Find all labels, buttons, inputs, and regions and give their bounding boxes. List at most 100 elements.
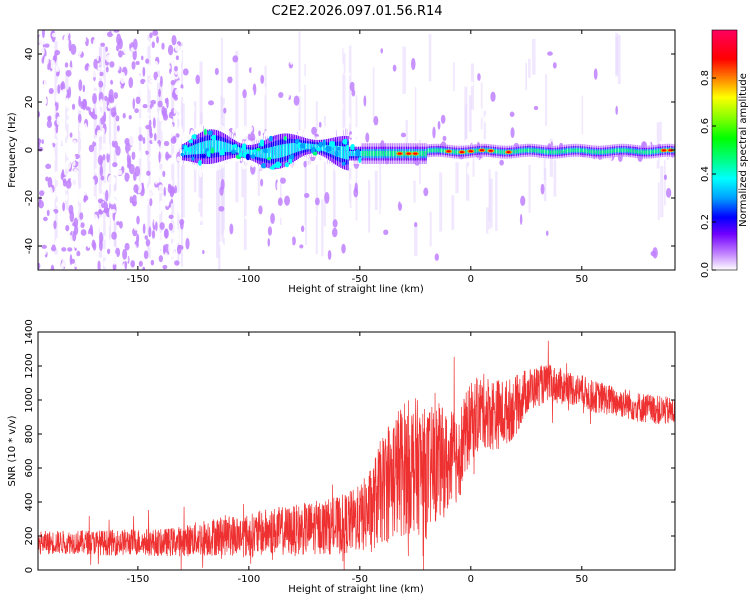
heatmap-band (613, 149, 615, 153)
snr-x-label: Height of straight line (km) (288, 584, 424, 595)
heatmap-cell (105, 54, 111, 63)
heatmap-cell (144, 235, 148, 240)
heatmap-cell (635, 205, 640, 214)
heatmap-cell (70, 43, 77, 55)
heatmap-cell (208, 100, 214, 106)
heatmap-streak (65, 69, 69, 210)
heatmap-streak (528, 165, 531, 213)
heatmap-cell (70, 176, 77, 187)
heatmap-cell (72, 92, 76, 104)
heatmap-cell (99, 71, 104, 77)
heatmap-cell (238, 152, 244, 157)
heatmap-cell (128, 77, 134, 89)
heatmap-cell (231, 149, 237, 154)
heatmap-peak-core (479, 149, 485, 152)
heatmap-cell (203, 238, 209, 251)
heatmap-cell (116, 221, 120, 226)
heatmap-cell (99, 98, 104, 108)
heatmap-band (226, 142, 228, 152)
heatmap-cell (171, 59, 175, 72)
heatmap-peak-core (459, 150, 465, 154)
heatmap-band (503, 150, 505, 154)
heatmap-cell (399, 192, 406, 205)
heatmap-cell (39, 190, 45, 197)
heatmap-band (390, 151, 392, 157)
heatmap-cell (113, 92, 119, 99)
snr-x-ticks: -150 -100 -50 0 50 (127, 332, 588, 585)
heatmap-cell (304, 192, 310, 199)
heatmap-cell (103, 36, 108, 43)
heatmap-streak (486, 207, 490, 234)
heatmap-cell (597, 159, 603, 169)
heatmap-cell (95, 99, 101, 111)
heatmap-cell (342, 138, 350, 145)
heatmap-cell (137, 250, 143, 258)
heatmap-cell (68, 39, 72, 52)
heatmap-cell (152, 196, 158, 205)
heatmap-cell (488, 228, 491, 235)
heatmap-cell (380, 48, 384, 54)
heatmap-band (207, 140, 209, 154)
heatmap-band (595, 150, 598, 154)
heatmap-streak (235, 50, 239, 203)
heatmap-cell (55, 185, 60, 198)
heatmap-cell (44, 43, 50, 48)
heatmap-band (453, 150, 456, 154)
heatmap-cell (336, 147, 341, 151)
heatmap-band (542, 149, 544, 154)
heatmap-band (526, 148, 528, 152)
heatmap-cell (312, 212, 317, 217)
heatmap-band (372, 151, 374, 157)
heatmap-cell (170, 157, 175, 165)
heatmap-cell (55, 123, 59, 134)
heatmap-cell (335, 150, 339, 158)
heatmap-cell (88, 201, 93, 210)
heatmap-cell (289, 53, 294, 65)
heatmap-cell (44, 197, 51, 206)
heatmap-band (583, 149, 585, 153)
heatmap-cell (228, 40, 234, 53)
heatmap-streak (466, 162, 470, 201)
heatmap-cell (266, 157, 272, 161)
heatmap-cell (82, 37, 87, 42)
heatmap-band (260, 149, 262, 158)
heatmap-band (219, 140, 221, 153)
heatmap-cell (186, 121, 191, 127)
heatmap-cell (124, 260, 128, 270)
heatmap-cell (53, 138, 57, 144)
heatmap-cell (170, 71, 174, 78)
heatmap-cell (414, 222, 418, 228)
heatmap-cell (243, 125, 247, 136)
heatmap-cell (156, 36, 159, 44)
snr-panel: -150 -100 -50 0 50 0 200 400 600 800 1000 1200 1400… (7, 319, 676, 595)
heatmap-band (285, 143, 287, 157)
y-tick-label: 1000 (24, 387, 35, 412)
heatmap-band (587, 149, 589, 153)
y-tick-label: 800 (24, 424, 35, 443)
heatmap-cell (140, 41, 146, 49)
heatmap-cell (551, 198, 557, 209)
heatmap-streak (348, 45, 352, 209)
heatmap-cell (147, 184, 154, 195)
heatmap-cell (103, 235, 108, 241)
heatmap-cell (48, 186, 53, 199)
heatmap-band (558, 150, 560, 154)
heatmap-band (349, 151, 351, 157)
heatmap-cell (149, 198, 153, 207)
heatmap-band (320, 144, 322, 151)
heatmap-cell (43, 77, 48, 89)
heatmap-cell (242, 89, 247, 99)
heatmap-cell (50, 210, 56, 221)
heatmap-cell (93, 58, 98, 69)
heatmap-band (452, 150, 454, 154)
heatmap-peak-core (413, 152, 418, 155)
heatmap-cell (523, 129, 530, 136)
heatmap-band (580, 148, 582, 153)
heatmap-streak (419, 139, 421, 184)
heatmap-streak (414, 224, 418, 257)
heatmap-band (512, 150, 514, 154)
heatmap-cell (437, 120, 441, 130)
heatmap-cell (60, 98, 66, 109)
heatmap-cell (539, 145, 546, 156)
heatmap-peak-core (406, 152, 411, 155)
